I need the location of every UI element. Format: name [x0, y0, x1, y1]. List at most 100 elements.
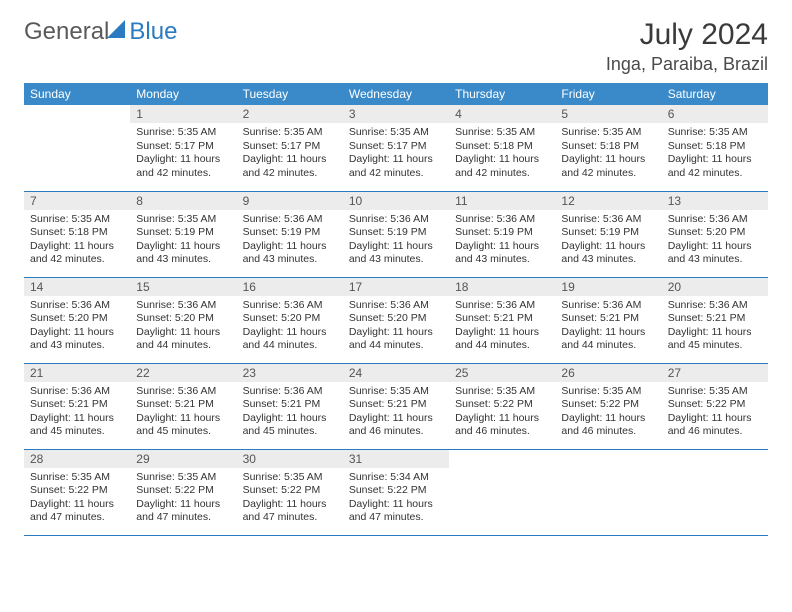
- sunrise-line: Sunrise: 5:35 AM: [243, 126, 337, 140]
- sunset-value: 5:19 PM: [387, 226, 426, 238]
- sunset-line: Sunset: 5:19 PM: [561, 226, 655, 240]
- sunrise-line: Sunrise: 5:35 AM: [668, 126, 762, 140]
- sunset-label: Sunset:: [668, 398, 704, 410]
- calendar-day: 30Sunrise: 5:35 AMSunset: 5:22 PMDayligh…: [237, 449, 343, 535]
- day-number: 23: [237, 364, 343, 382]
- daylight-label: Daylight:: [455, 240, 496, 252]
- daylight-line: Daylight: 11 hours and 45 minutes.: [243, 412, 337, 439]
- day-number: 10: [343, 192, 449, 210]
- calendar-week: 21 Sunrise: 5:36 AM Sunset: 5:21 PM Dayligh…: [24, 363, 768, 449]
- day-body: Sunrise: 5:36 AMSunset: 5:20 PMDaylight:…: [24, 296, 130, 358]
- sunrise-line: Sunrise: 5:36 AM: [561, 299, 655, 313]
- sunrise-label: Sunrise:: [668, 213, 707, 225]
- daylight-line: Daylight: 11 hours and 43 minutes.: [349, 240, 443, 267]
- sunrise-value: 5:35 AM: [709, 126, 748, 138]
- day-body: Sunrise: 5:36 AMSunset: 5:19 PMDaylight:…: [449, 210, 555, 272]
- sunset-label: Sunset:: [136, 398, 172, 410]
- daylight-label: Daylight:: [455, 326, 496, 338]
- sunset-line: Sunset: 5:17 PM: [349, 140, 443, 154]
- sunrise-label: Sunrise:: [668, 126, 707, 138]
- daylight-line: Daylight: 11 hours and 44 minutes.: [455, 326, 549, 353]
- daylight-label: Daylight:: [561, 153, 602, 165]
- sunrise-value: 5:35 AM: [497, 385, 536, 397]
- daylight-line: Daylight: 11 hours and 43 minutes.: [243, 240, 337, 267]
- daylight-line: Daylight: 11 hours and 46 minutes.: [561, 412, 655, 439]
- sunset-line: Sunset: 5:19 PM: [243, 226, 337, 240]
- calendar-day: 9Sunrise: 5:36 AMSunset: 5:19 PMDaylight…: [237, 191, 343, 277]
- daylight-line: Daylight: 11 hours and 47 minutes.: [136, 498, 230, 525]
- calendar-day: 21Sunrise: 5:36 AMSunset: 5:21 PMDayligh…: [24, 363, 130, 449]
- sunrise-value: 5:35 AM: [603, 385, 642, 397]
- calendar-body: 1Sunrise: 5:35 AMSunset: 5:17 PMDaylight…: [24, 105, 768, 535]
- day-number: 9: [237, 192, 343, 210]
- sunrise-line: Sunrise: 5:36 AM: [243, 213, 337, 227]
- sunset-label: Sunset:: [349, 312, 385, 324]
- sunset-line: Sunset: 5:21 PM: [455, 312, 549, 326]
- daylight-line: Daylight: 11 hours and 43 minutes.: [455, 240, 549, 267]
- sunset-line: Sunset: 5:22 PM: [561, 398, 655, 412]
- daylight-label: Daylight:: [243, 240, 284, 252]
- sunrise-line: Sunrise: 5:36 AM: [668, 299, 762, 313]
- day-body: Sunrise: 5:35 AMSunset: 5:22 PMDaylight:…: [555, 382, 661, 444]
- sunset-value: 5:18 PM: [706, 140, 745, 152]
- sunrise-line: Sunrise: 5:36 AM: [561, 213, 655, 227]
- daylight-label: Daylight:: [349, 498, 390, 510]
- sunrise-label: Sunrise:: [349, 126, 388, 138]
- sunrise-line: Sunrise: 5:36 AM: [349, 213, 443, 227]
- day-number: 21: [24, 364, 130, 382]
- sunrise-value: 5:35 AM: [178, 471, 217, 483]
- sunset-value: 5:20 PM: [387, 312, 426, 324]
- day-body: Sunrise: 5:35 AMSunset: 5:18 PMDaylight:…: [24, 210, 130, 272]
- sunrise-label: Sunrise:: [561, 385, 600, 397]
- day-number: 14: [24, 278, 130, 296]
- daylight-line: Daylight: 11 hours and 42 minutes.: [455, 153, 549, 180]
- sunset-value: 5:17 PM: [281, 140, 320, 152]
- calendar-day: 31Sunrise: 5:34 AMSunset: 5:22 PMDayligh…: [343, 449, 449, 535]
- sunset-label: Sunset:: [136, 312, 172, 324]
- sunrise-line: Sunrise: 5:34 AM: [349, 471, 443, 485]
- sunset-value: 5:20 PM: [175, 312, 214, 324]
- daylight-label: Daylight:: [136, 412, 177, 424]
- sunset-value: 5:20 PM: [281, 312, 320, 324]
- sunset-line: Sunset: 5:21 PM: [30, 398, 124, 412]
- sunset-label: Sunset:: [243, 398, 279, 410]
- day-body: Sunrise: 5:36 AMSunset: 5:19 PMDaylight:…: [237, 210, 343, 272]
- day-number: 5: [555, 105, 661, 123]
- day-body: Sunrise: 5:35 AMSunset: 5:22 PMDaylight:…: [24, 468, 130, 530]
- sunrise-line: Sunrise: 5:36 AM: [136, 385, 230, 399]
- daylight-label: Daylight:: [30, 326, 71, 338]
- sunrise-value: 5:36 AM: [709, 213, 748, 225]
- logo: General Blue: [24, 18, 177, 46]
- sunset-label: Sunset:: [668, 312, 704, 324]
- calendar-head: SundayMondayTuesdayWednesdayThursdayFrid…: [24, 83, 768, 105]
- calendar-week: 14Sunrise: 5:36 AMSunset: 5:20 PMDayligh…: [24, 277, 768, 363]
- sunrise-label: Sunrise:: [349, 213, 388, 225]
- sunrise-label: Sunrise:: [349, 471, 388, 483]
- sunrise-line: Sunrise: 5:36 AM: [243, 299, 337, 313]
- sunrise-value: 5:35 AM: [390, 385, 429, 397]
- sunset-line: Sunset: 5:19 PM: [455, 226, 549, 240]
- day-number: 16: [237, 278, 343, 296]
- daylight-line: Daylight: 11 hours and 42 minutes.: [136, 153, 230, 180]
- sunset-line: Sunset: 5:19 PM: [349, 226, 443, 240]
- sunrise-label: Sunrise:: [455, 385, 494, 397]
- daylight-label: Daylight:: [561, 326, 602, 338]
- sunset-value: 5:18 PM: [600, 140, 639, 152]
- day-body: Sunrise: 5:35 AMSunset: 5:19 PMDaylight:…: [130, 210, 236, 272]
- calendar-day-empty: [662, 449, 768, 535]
- daylight-line: Daylight: 11 hours and 42 minutes.: [668, 153, 762, 180]
- daylight-label: Daylight:: [668, 153, 709, 165]
- daylight-label: Daylight:: [668, 412, 709, 424]
- calendar-day: 22Sunrise: 5:36 AMSunset: 5:21 PMDayligh…: [130, 363, 236, 449]
- sunset-line: Sunset: 5:21 PM: [349, 398, 443, 412]
- sunrise-label: Sunrise:: [455, 299, 494, 311]
- sunrise-value: 5:35 AM: [390, 126, 429, 138]
- sunset-label: Sunset:: [349, 140, 385, 152]
- sunrise-value: 5:35 AM: [178, 126, 217, 138]
- day-body: Sunrise: 5:36 AMSunset: 5:20 PMDaylight:…: [237, 296, 343, 358]
- day-number: 12: [555, 192, 661, 210]
- sunset-label: Sunset:: [30, 484, 66, 496]
- sunset-value: 5:22 PM: [175, 484, 214, 496]
- sunset-value: 5:18 PM: [494, 140, 533, 152]
- daylight-line: Daylight: 11 hours and 43 minutes.: [136, 240, 230, 267]
